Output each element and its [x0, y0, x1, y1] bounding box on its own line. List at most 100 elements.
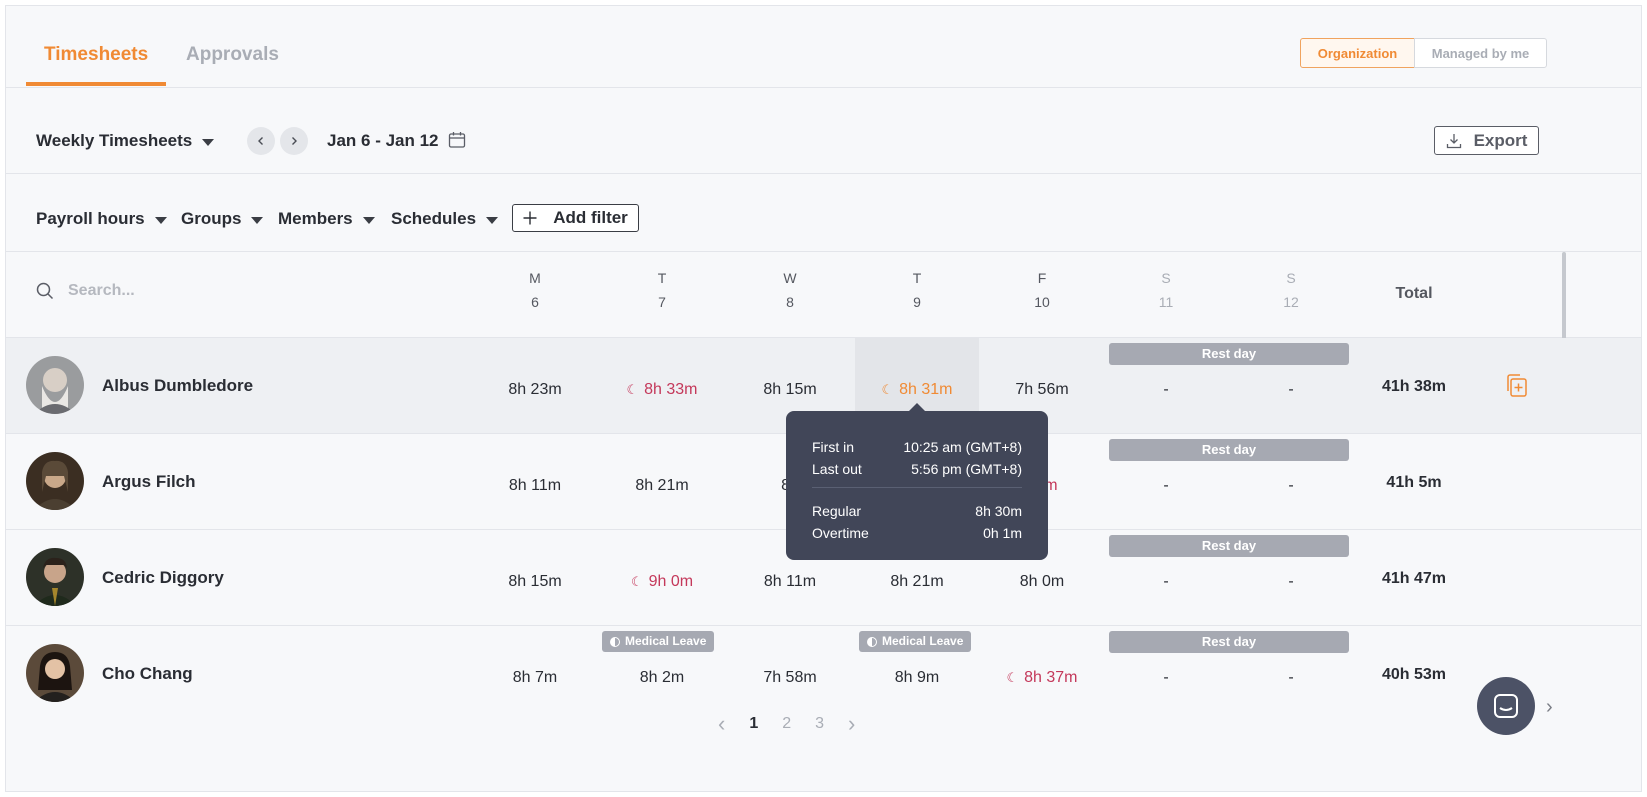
hours-cell[interactable]: 8h 11m — [508, 477, 562, 494]
hours-cell[interactable]: - — [1288, 477, 1294, 494]
page-3-button[interactable]: 3 — [815, 715, 825, 732]
add-filter-label: Add filter — [553, 208, 628, 227]
hours-cell[interactable]: 8h 21m — [890, 573, 944, 590]
hours-cell[interactable]: 8h 23m — [508, 381, 562, 398]
overtime-label: Overtime — [812, 525, 869, 541]
view-type-label: Weekly Timesheets — [36, 131, 193, 150]
leave-label: Medical Leave — [882, 634, 964, 648]
tab-timesheets[interactable]: Timesheets — [44, 44, 149, 65]
search-input[interactable] — [68, 282, 368, 300]
scope-organization-button[interactable]: Organization — [1300, 38, 1415, 68]
table-row[interactable]: Cho Chang Medical Leave Medical Leave Re… — [6, 626, 1641, 722]
day-date: 12 — [1283, 294, 1299, 310]
avatar — [26, 356, 84, 414]
hours-cell[interactable]: - — [1163, 477, 1169, 494]
hours-cell[interactable]: 8h 15m — [763, 381, 817, 398]
day-header-sun: S 12 — [1261, 266, 1321, 314]
chat-launcher-button[interactable] — [1477, 677, 1535, 735]
previous-week-button[interactable] — [247, 127, 275, 155]
top-tab-bar: Timesheets Approvals Organization Manage… — [6, 6, 1641, 88]
chat-icon — [1494, 694, 1518, 718]
pagination: ‹ 1 2 3 › — [706, 711, 867, 737]
hours-cell[interactable]: 8h 0m — [1019, 573, 1065, 590]
member-name[interactable]: Cho Chang — [102, 664, 193, 683]
hours-cell[interactable]: 8h 9m — [894, 669, 940, 686]
hours-cell[interactable]: 8h 21m — [635, 477, 689, 494]
hours-value: 8h 33m — [644, 381, 698, 398]
rest-day-badge: Rest day — [1109, 343, 1349, 365]
day-letter: S — [1286, 270, 1296, 286]
moon-icon: ☾ — [626, 382, 639, 397]
chevron-right-icon[interactable]: › — [848, 711, 856, 736]
hours-cell[interactable]: 8h 2m — [639, 669, 685, 686]
day-date: 9 — [913, 294, 921, 310]
hours-cell-selected[interactable]: ☾ 8h 31m — [854, 381, 980, 399]
hours-cell[interactable]: 7h 56m — [1015, 381, 1069, 398]
date-range-label: Jan 6 - Jan 12 — [327, 131, 439, 150]
hours-cell[interactable]: 8h 15m — [508, 573, 562, 590]
chevron-down-icon — [154, 216, 167, 224]
hours-value: 8h 37m — [1024, 669, 1078, 686]
table-row[interactable]: Cedric Diggory 8h 15m ☾ 9h 0m 8h 11m 8h 2… — [6, 530, 1641, 626]
hours-cell[interactable]: - — [1163, 381, 1169, 398]
member-name[interactable]: Cedric Diggory — [102, 568, 224, 587]
vertical-scrollbar[interactable] — [1562, 252, 1566, 352]
regular-label: Regular — [812, 503, 862, 519]
hours-cell[interactable]: 8h 7m — [512, 669, 558, 686]
day-date: 6 — [531, 294, 539, 310]
hours-cell[interactable]: - — [1288, 669, 1294, 686]
member-name[interactable]: Argus Filch — [102, 472, 196, 491]
export-button[interactable]: Export — [1434, 126, 1539, 155]
next-week-button[interactable] — [280, 127, 308, 155]
tooltip-divider — [812, 487, 1022, 488]
day-date: 11 — [1158, 294, 1174, 310]
hours-cell[interactable]: - — [1288, 381, 1294, 398]
hours-cell[interactable]: - — [1163, 573, 1169, 590]
table-row[interactable]: Argus Filch 8h 11m 8h 21m 8h 32m Rest da… — [6, 434, 1641, 530]
hours-cell-overtime[interactable]: ☾ 9h 0m — [599, 573, 725, 591]
chevron-right-icon[interactable]: › — [1546, 696, 1553, 718]
avatar — [26, 452, 84, 510]
scope-managed-by-me-button[interactable]: Managed by me — [1414, 38, 1547, 68]
hours-cell[interactable]: - — [1288, 573, 1294, 590]
day-date: 10 — [1034, 294, 1050, 310]
hours-cell[interactable]: - — [1163, 669, 1169, 686]
filter-label: Members — [278, 209, 353, 228]
member-name[interactable]: Albus Dumbledore — [102, 376, 254, 395]
add-filter-button[interactable]: Add filter — [512, 204, 639, 232]
chevron-down-icon — [362, 216, 375, 224]
avatar — [26, 548, 84, 606]
half-day-icon — [610, 636, 620, 647]
regular-value: 8h 30m — [975, 503, 1022, 519]
calendar-icon[interactable] — [448, 131, 466, 154]
rest-day-badge: Rest day — [1109, 439, 1349, 461]
overtime-value: 0h 1m — [983, 525, 1022, 541]
hours-cell-overtime[interactable]: ☾ 8h 33m — [599, 381, 725, 399]
plus-icon — [523, 211, 537, 225]
filter-schedules[interactable]: Schedules — [391, 209, 499, 229]
medical-leave-badge: Medical Leave — [859, 631, 972, 652]
hours-value: 8h 31m — [899, 381, 953, 398]
hours-cell-overtime[interactable]: ☾ 8h 37m — [979, 669, 1105, 687]
hours-cell[interactable]: 8h 11m — [763, 573, 817, 590]
hours-cell[interactable]: 7h 58m — [763, 669, 817, 686]
page-2-button[interactable]: 2 — [782, 715, 792, 732]
day-letter: T — [912, 270, 922, 286]
hours-value: 9h 0m — [648, 573, 694, 590]
chevron-right-icon — [292, 137, 297, 145]
tab-approvals[interactable]: Approvals — [186, 44, 279, 65]
first-in-label: First in — [812, 439, 854, 455]
view-type-dropdown[interactable]: Weekly Timesheets — [36, 131, 215, 151]
filter-label: Groups — [181, 209, 242, 228]
page-1-button[interactable]: 1 — [749, 715, 759, 732]
timesheet-toolbar: Weekly Timesheets Jan 6 - Jan 12 Export — [6, 89, 1641, 174]
table-row[interactable]: Albus Dumbledore 8h 23m ☾ 8h 33m 8h 15m ☾… — [6, 338, 1641, 434]
table-header: M6 T7 W8 T9 F10 S11 S12 Total — [6, 252, 1641, 338]
copy-add-icon[interactable] — [1506, 374, 1528, 403]
chevron-left-icon[interactable]: ‹ — [718, 711, 726, 736]
filter-members[interactable]: Members — [278, 209, 375, 229]
filter-groups[interactable]: Groups — [181, 209, 264, 229]
filter-payroll-hours[interactable]: Payroll hours — [36, 209, 167, 229]
